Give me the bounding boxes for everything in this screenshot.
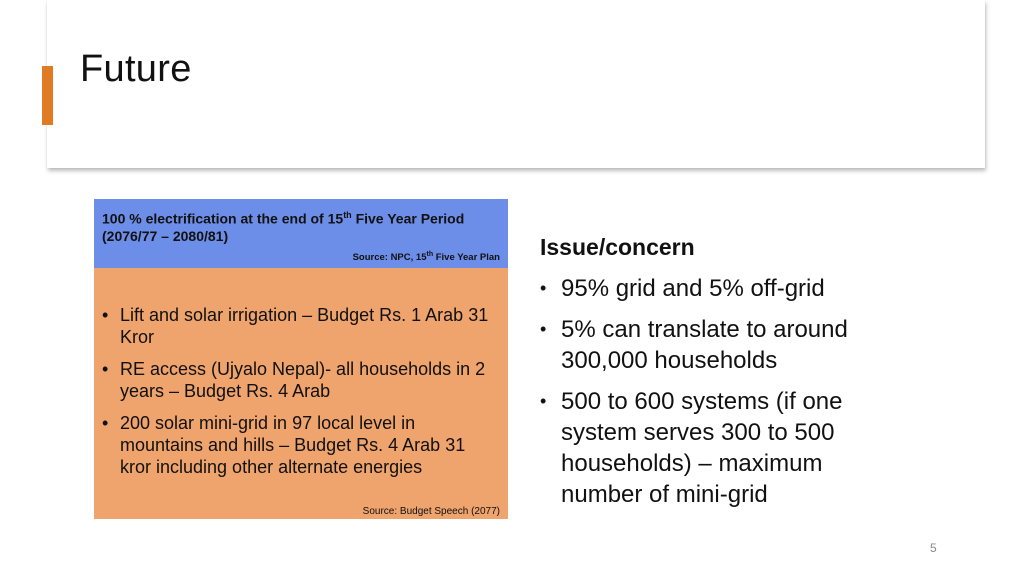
page-number: 5 bbox=[930, 541, 937, 555]
budget-item: • RE access (Ujyalo Nepal)- all household… bbox=[100, 358, 494, 402]
budget-item-text: RE access (Ujyalo Nepal)- all households… bbox=[120, 359, 486, 401]
issue-item: • 500 to 600 systems (if one system serve… bbox=[540, 386, 900, 510]
budget-item: • 200 solar mini-grid in 97 local level i… bbox=[100, 412, 494, 478]
issue-item: • 5% can translate to around 300,000 hous… bbox=[540, 314, 900, 376]
bullet-icon: • bbox=[540, 319, 547, 339]
bullet-icon: • bbox=[102, 305, 109, 325]
bullet-icon: • bbox=[102, 413, 109, 433]
budget-item: • Lift and solar irrigation – Budget Rs. … bbox=[100, 304, 494, 348]
bullet-icon: • bbox=[540, 278, 547, 298]
issue-item-text: 500 to 600 systems (if one system serves… bbox=[561, 388, 843, 508]
budget-list: • Lift and solar irrigation – Budget Rs. … bbox=[100, 304, 494, 478]
target-heading: 100 % electrification at the end of 15th… bbox=[102, 207, 500, 245]
issue-heading: Issue/concern bbox=[540, 234, 695, 260]
bullet-icon: • bbox=[102, 359, 109, 379]
slide-title: Future bbox=[80, 48, 192, 90]
bullet-icon: • bbox=[540, 391, 547, 411]
budget-source: Source: Budget Speech (2077) bbox=[362, 506, 500, 517]
target-source-text: Source: NPC, 15 bbox=[352, 252, 427, 263]
budget-item-text: 200 solar mini-grid in 97 local level in… bbox=[120, 413, 466, 477]
budget-box: • Lift and solar irrigation – Budget Rs. … bbox=[94, 268, 508, 519]
target-heading-sup: th bbox=[343, 210, 352, 220]
target-heading-text-end: Five Year Period (2076/77 – 2080/81) bbox=[102, 210, 465, 244]
issue-block: Issue/concern • 95% grid and 5% off-grid … bbox=[540, 234, 900, 520]
title-accent-bar bbox=[42, 66, 53, 125]
issue-list: • 95% grid and 5% off-grid • 5% can transl… bbox=[540, 273, 900, 510]
target-source: Source: NPC, 15th Five Year Plan bbox=[353, 251, 500, 263]
issue-item-text: 95% grid and 5% off-grid bbox=[561, 275, 825, 302]
budget-item-text: Lift and solar irrigation – Budget Rs. 1… bbox=[120, 305, 489, 347]
title-card bbox=[47, 0, 985, 168]
issue-item: • 95% grid and 5% off-grid bbox=[540, 273, 900, 304]
issue-item-text: 5% can translate to around 300,000 house… bbox=[561, 316, 848, 374]
target-source-sup: th bbox=[426, 250, 434, 258]
target-heading-text: 100 % electrification at the end of 15 bbox=[102, 210, 344, 227]
target-box: 100 % electrification at the end of 15th… bbox=[94, 199, 508, 268]
target-source-text-end: Five Year Plan bbox=[433, 252, 500, 263]
